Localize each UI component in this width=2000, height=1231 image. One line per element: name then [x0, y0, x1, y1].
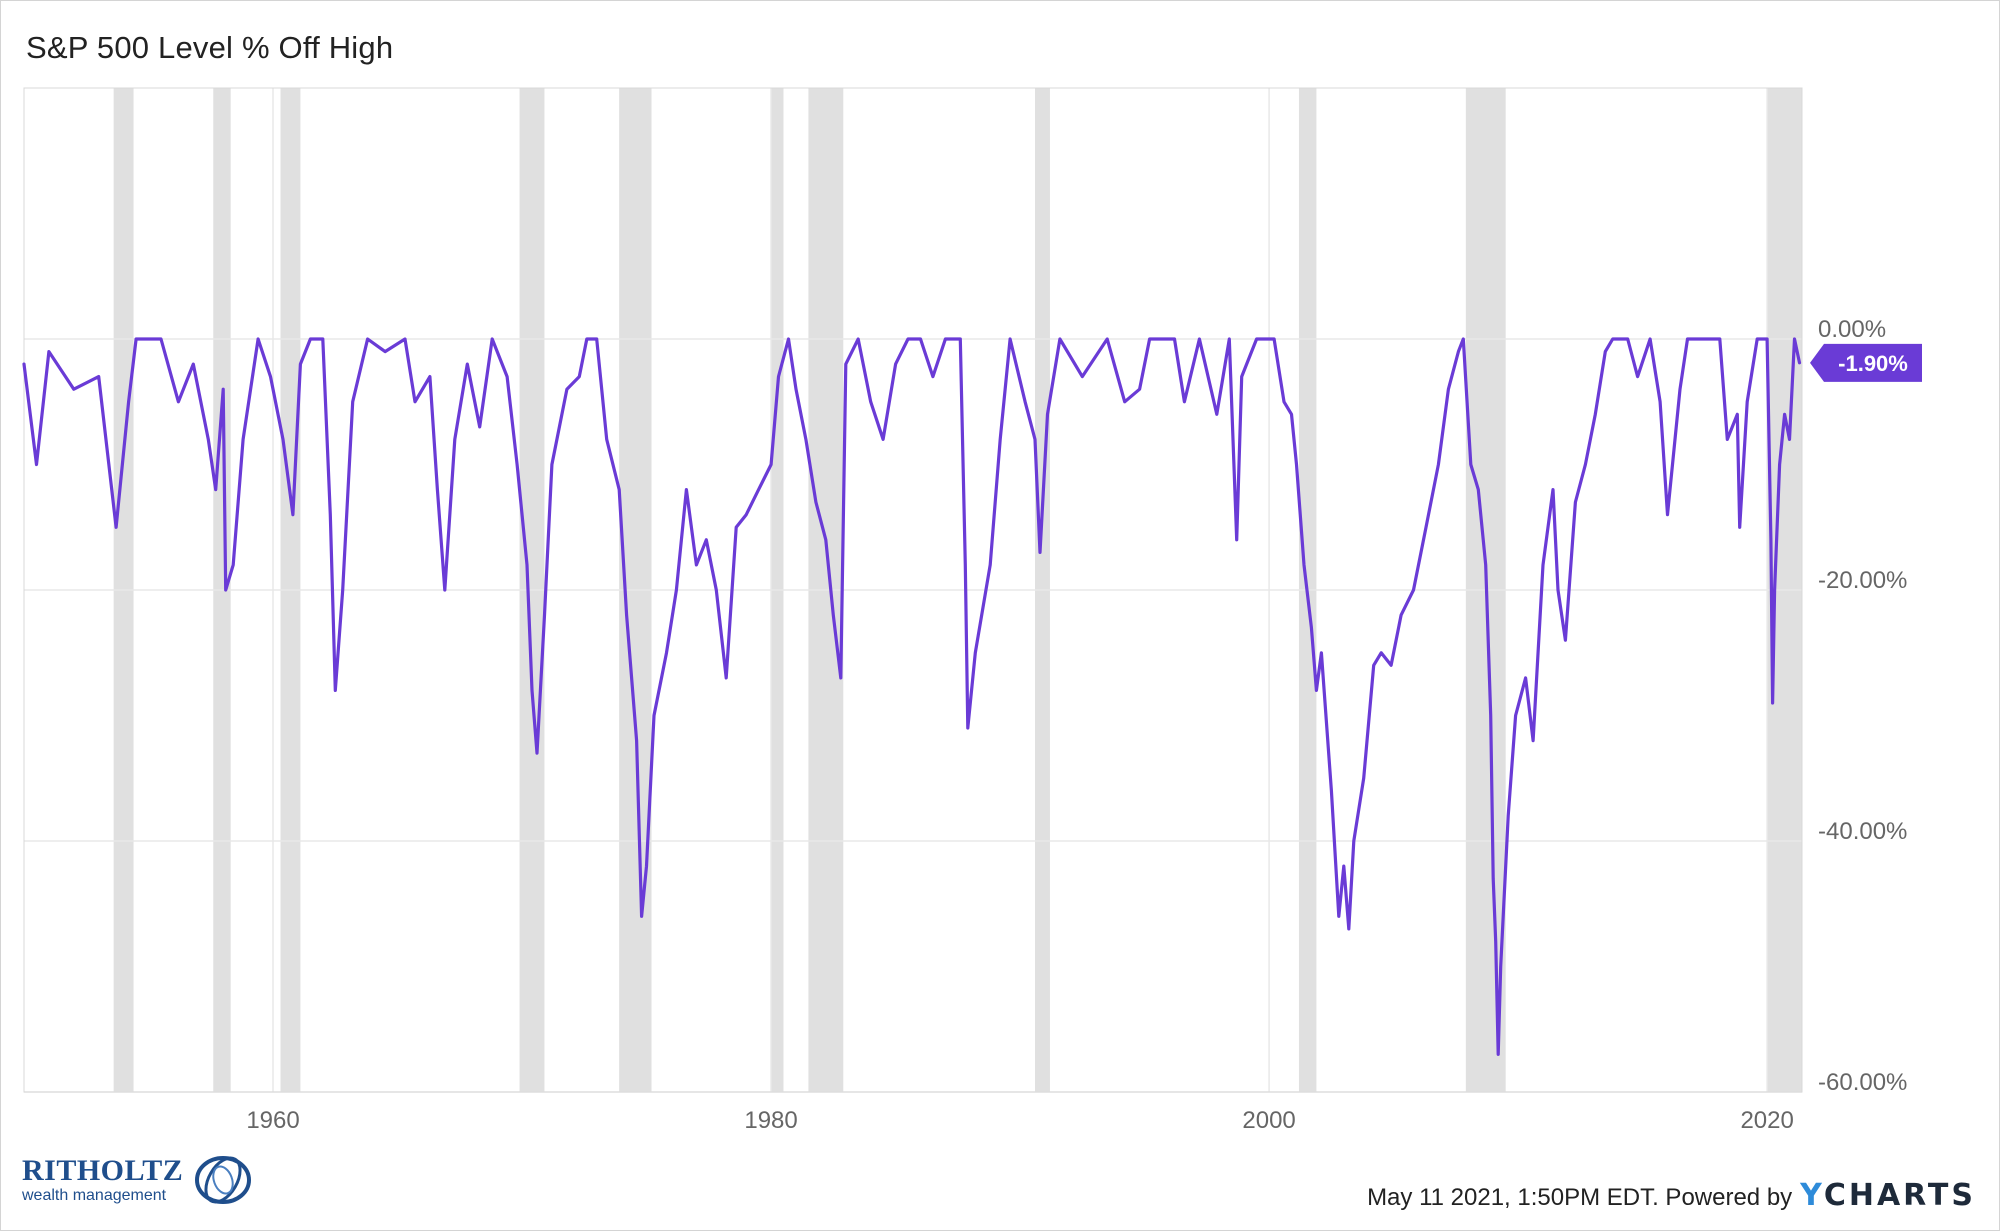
series-line-layer	[22, 337, 1802, 1056]
y-tick-label: -60.00%	[1818, 1069, 1907, 1096]
brand-y: Y	[1800, 1178, 1824, 1213]
brand-rest: CHARTS	[1823, 1178, 1976, 1213]
footer-timestamp: May 11 2021, 1:50PM EDT. Powered by	[1367, 1184, 1793, 1211]
x-tick-label: 2000	[1242, 1107, 1295, 1134]
y-tick-label: -40.00%	[1818, 818, 1907, 845]
last-value-label: -1.90%	[1838, 351, 1908, 376]
x-tick-label: 1960	[246, 1107, 299, 1134]
y-tick-label: 0.00%	[1818, 316, 1886, 343]
footer-attribution: May 11 2021, 1:50PM EDT. Powered by YCHA…	[1367, 1178, 1976, 1213]
series-line	[22, 337, 1802, 1056]
ritholtz-logo: RITHOLTZ wealth management	[22, 1149, 257, 1211]
y-axis-ticks: 0.00% -20.00% -40.00% -60.00%	[1818, 316, 1907, 1096]
x-axis-ticks: 1960 1980 2000 2020	[246, 1107, 1794, 1134]
chart-title: S&P 500 Level % Off High	[26, 30, 394, 65]
logo-emblem-icon	[195, 1156, 252, 1204]
ycharts-brand[interactable]: YCHARTS	[1800, 1178, 1976, 1213]
logo-name: RITHOLTZ	[22, 1154, 184, 1187]
x-tick-label: 1980	[744, 1107, 797, 1134]
x-tick-label: 2020	[1740, 1107, 1793, 1134]
last-value-badge	[1810, 343, 1922, 382]
plot-border	[23, 87, 1803, 1093]
y-tick-label: -20.00%	[1818, 567, 1907, 594]
last-value-badge-layer: -1.90%	[1810, 343, 1922, 382]
logo-subtitle: wealth management	[22, 1187, 167, 1204]
